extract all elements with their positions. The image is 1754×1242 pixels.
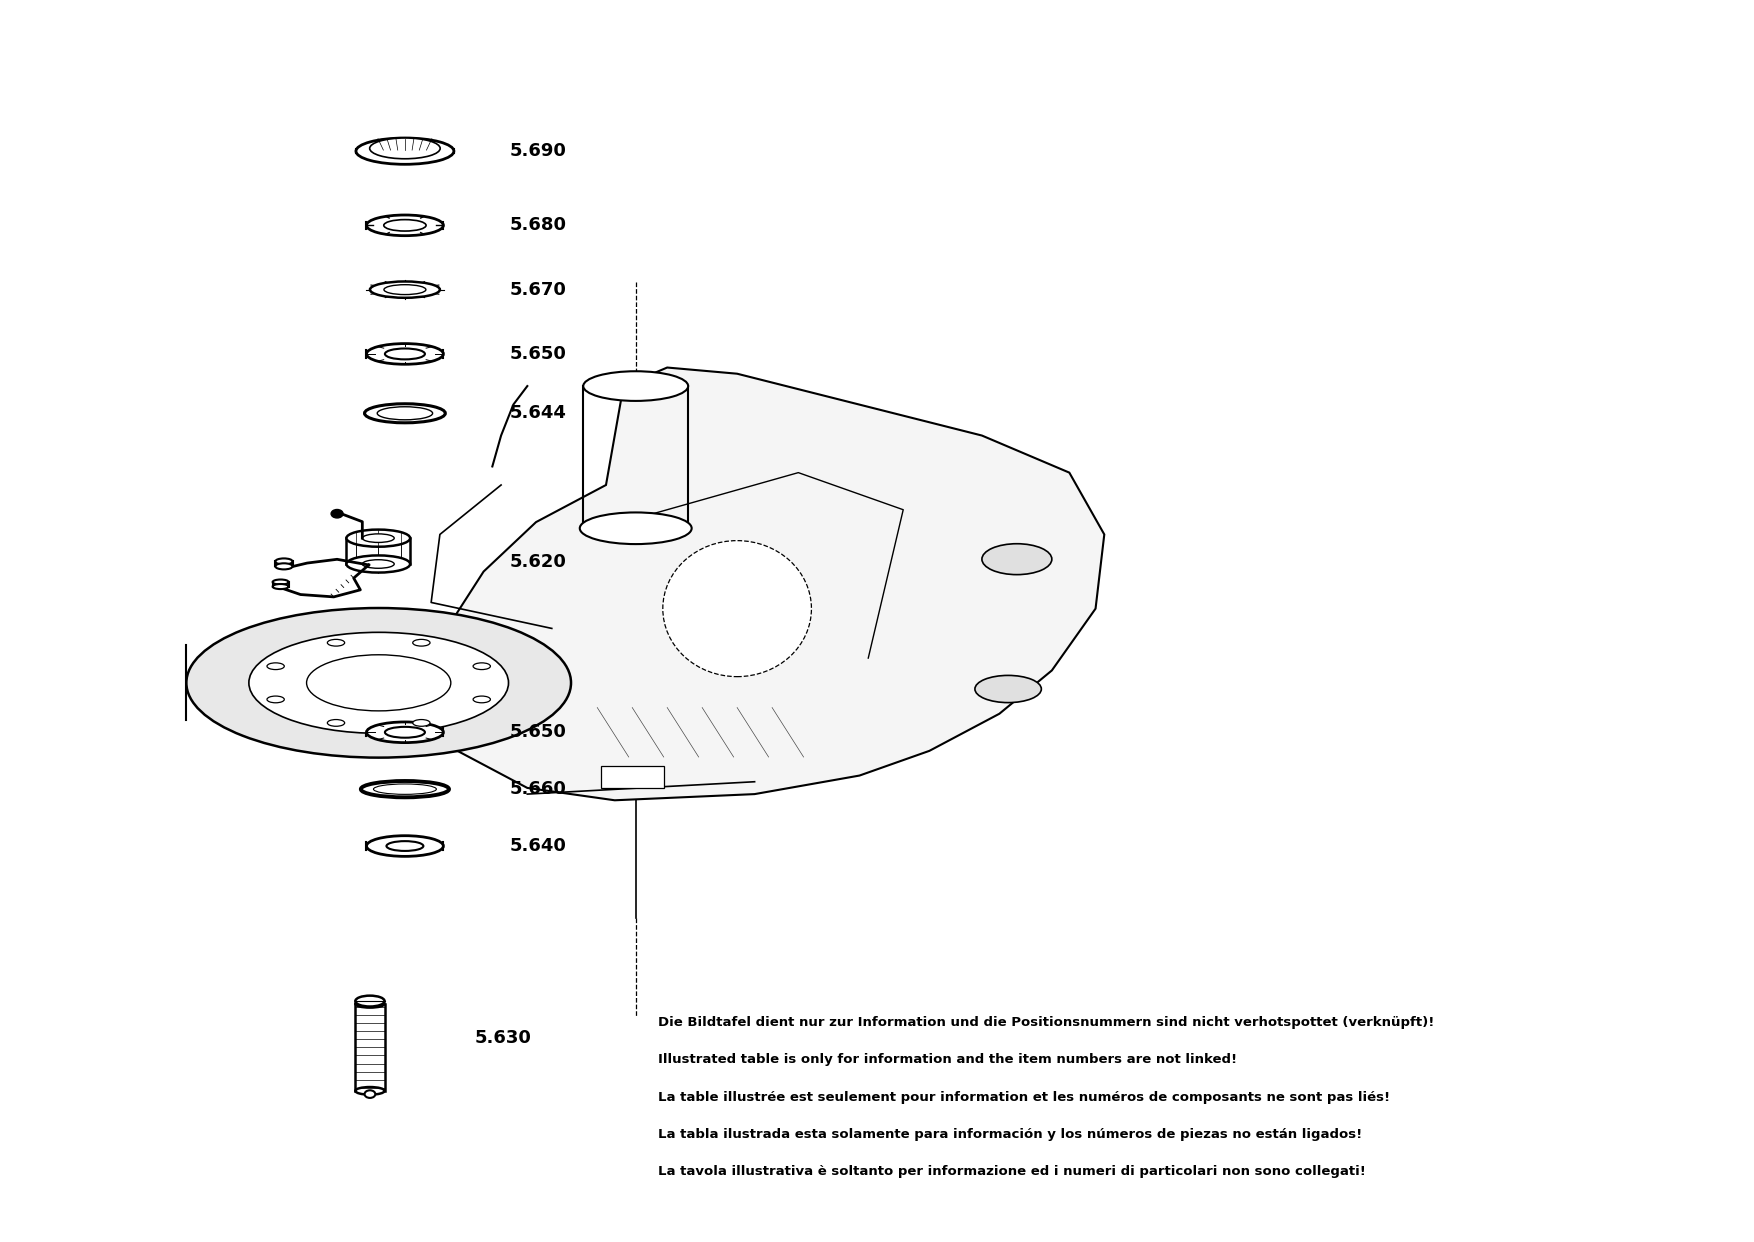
Ellipse shape: [584, 371, 688, 401]
Ellipse shape: [386, 841, 423, 851]
Ellipse shape: [275, 559, 293, 565]
Ellipse shape: [346, 529, 410, 546]
Ellipse shape: [328, 640, 344, 646]
Ellipse shape: [356, 1000, 384, 1007]
Ellipse shape: [361, 781, 449, 797]
Ellipse shape: [384, 727, 424, 738]
Text: Die Bildtafel dient nur zur Information und die Positionsnummern sind nicht verh: Die Bildtafel dient nur zur Information …: [658, 1016, 1435, 1030]
Ellipse shape: [384, 284, 426, 294]
Text: 5.650: 5.650: [510, 345, 567, 363]
Text: 5.620: 5.620: [510, 553, 567, 570]
Ellipse shape: [186, 609, 572, 758]
Ellipse shape: [272, 580, 289, 585]
Circle shape: [365, 1090, 375, 1098]
Text: La tavola illustrativa è soltanto per informazione ed i numeri di particolari no: La tavola illustrativa è soltanto per in…: [658, 1165, 1366, 1177]
Polygon shape: [431, 368, 1105, 800]
Text: 5.690: 5.690: [510, 142, 567, 160]
Ellipse shape: [365, 404, 446, 422]
Ellipse shape: [374, 784, 437, 795]
Ellipse shape: [581, 513, 691, 544]
Ellipse shape: [377, 406, 433, 420]
Ellipse shape: [356, 996, 384, 1006]
Text: La table illustrée est seulement pour information et les numéros de composants n: La table illustrée est seulement pour in…: [658, 1090, 1391, 1104]
Ellipse shape: [367, 344, 444, 364]
Ellipse shape: [367, 215, 444, 236]
Text: 5.630: 5.630: [475, 1028, 531, 1047]
Ellipse shape: [982, 544, 1052, 575]
Text: La tabla ilustrada esta solamente para información y los números de piezas no es: La tabla ilustrada esta solamente para i…: [658, 1128, 1363, 1140]
Text: 5.670: 5.670: [510, 281, 567, 298]
Ellipse shape: [370, 138, 440, 159]
Ellipse shape: [267, 696, 284, 703]
Ellipse shape: [474, 696, 491, 703]
Text: Illustrated table is only for information and the item numbers are not linked!: Illustrated table is only for informatio…: [658, 1053, 1238, 1067]
Ellipse shape: [412, 640, 430, 646]
Ellipse shape: [975, 676, 1042, 703]
Text: 5.680: 5.680: [510, 216, 567, 235]
Ellipse shape: [474, 663, 491, 669]
Circle shape: [332, 509, 344, 518]
Ellipse shape: [272, 584, 289, 589]
Text: 5.650: 5.650: [510, 723, 567, 741]
Ellipse shape: [356, 1087, 384, 1094]
Ellipse shape: [367, 836, 444, 857]
Ellipse shape: [267, 663, 284, 669]
Ellipse shape: [328, 719, 344, 727]
Text: 5.640: 5.640: [510, 837, 567, 854]
Ellipse shape: [275, 564, 293, 569]
Ellipse shape: [249, 632, 509, 733]
Ellipse shape: [663, 540, 812, 677]
Ellipse shape: [412, 719, 430, 727]
Ellipse shape: [384, 349, 424, 359]
Ellipse shape: [307, 655, 451, 710]
Text: 5.644: 5.644: [510, 405, 567, 422]
Text: 5.660: 5.660: [510, 780, 567, 799]
Ellipse shape: [363, 560, 395, 569]
Ellipse shape: [346, 555, 410, 573]
Ellipse shape: [370, 282, 440, 298]
Ellipse shape: [356, 138, 454, 164]
Ellipse shape: [367, 722, 444, 743]
FancyBboxPatch shape: [602, 765, 663, 787]
Ellipse shape: [363, 534, 395, 543]
Ellipse shape: [384, 220, 426, 231]
